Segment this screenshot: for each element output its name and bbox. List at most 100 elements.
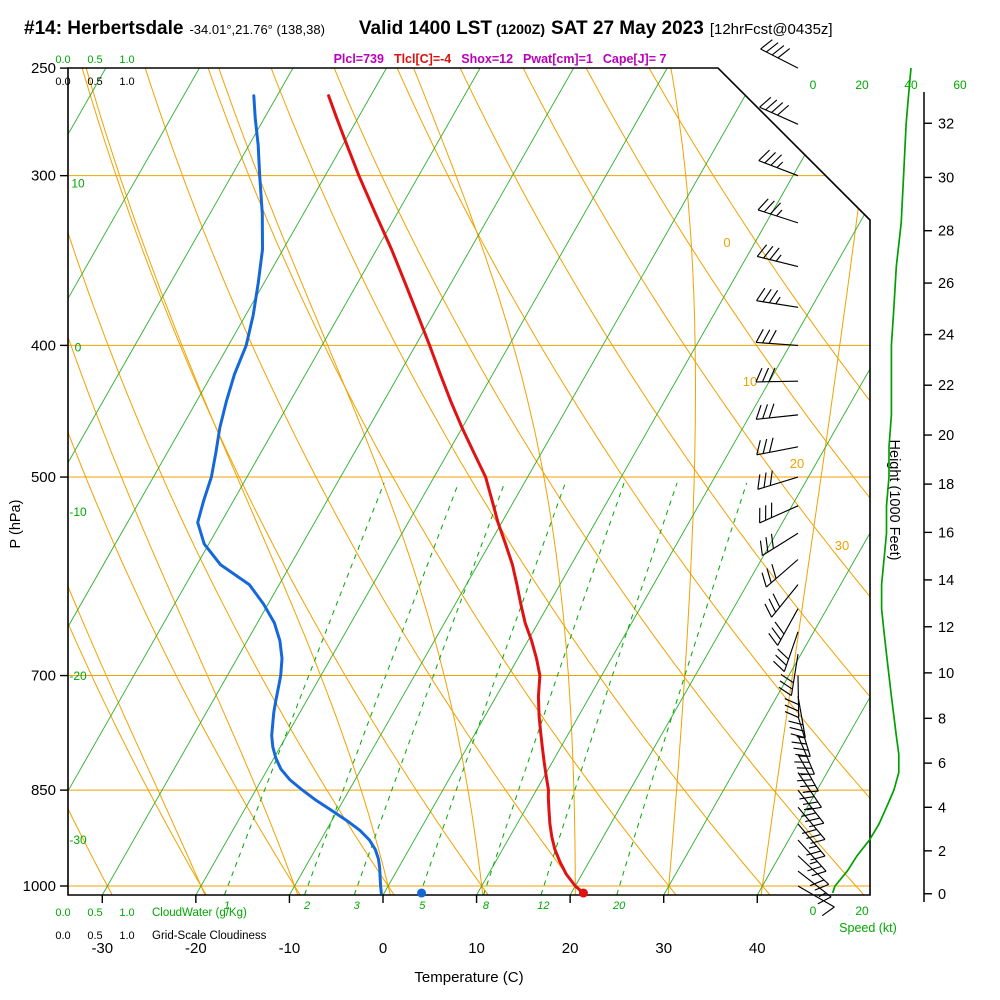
isotherm-label-left: -20	[69, 669, 87, 683]
mixing-ratio-label: 2	[303, 900, 310, 912]
valid-time: Valid 1400 LST	[358, 18, 492, 39]
isotherm-label-left: -10	[69, 505, 87, 519]
mixing-ratio-label: 5	[419, 900, 426, 912]
dry-adiabats	[68, 68, 870, 895]
temperature-curve	[327, 94, 585, 895]
cloudiness-scale-bottom: 0.5	[87, 930, 102, 942]
param-value: Plcl=739	[333, 52, 384, 66]
param-value: Cape[J]= 7	[602, 52, 667, 66]
temperature-tick-label: 10	[468, 940, 485, 957]
cloudiness-scale-top: 0.0	[55, 76, 70, 88]
height-tick-label: 10	[938, 666, 954, 682]
cloudwater-scale-bottom: 0.0	[55, 907, 70, 919]
pressure-tick-label: 400	[31, 337, 56, 354]
cloudiness-scale-bottom: 0.0	[55, 930, 70, 942]
mixing-ratio-label: 12	[537, 900, 549, 912]
height-tick-label: 4	[938, 800, 946, 816]
isotherms	[68, 68, 870, 895]
pressure-tick-label: 1000	[23, 878, 56, 895]
pressure-axis-title: P (hPa)	[8, 500, 24, 549]
moist-adiabats	[68, 68, 870, 895]
station-coords: -34.01°,21.76° (138,38)	[189, 22, 325, 37]
height-tick-label: 24	[938, 328, 954, 344]
speed-scale-top: 40	[904, 78, 918, 92]
plot-frame	[67, 67, 871, 896]
valid-zulu: (1200Z)	[495, 21, 546, 37]
pressure-tick-label: 250	[31, 60, 56, 77]
isotherm-label-left: -30	[69, 833, 87, 847]
mixing-ratio-label: 8	[483, 900, 490, 912]
temperature-tick-label: 40	[749, 940, 766, 957]
mixing-ratio-label: 1	[224, 900, 230, 912]
speed-curve	[831, 68, 912, 894]
isobars	[68, 175, 870, 887]
cloudiness-label: Grid-Scale Cloudiness	[152, 930, 267, 942]
stability-params: Plcl=739 Tlcl[C]=-4 Shox=12 Pwat[cm]=1 Cape[…	[0, 52, 1000, 66]
height-tick-label: 18	[938, 477, 954, 493]
height-tick-label: 14	[938, 573, 954, 589]
speed-scale-bottom: 0	[810, 904, 817, 918]
cloudwater-label: CloudWater (g/Kg)	[152, 907, 247, 919]
temperature-tick-label: -20	[185, 940, 207, 957]
mixing-ratio-label: 3	[354, 900, 361, 912]
height-tick-label: 2	[938, 844, 946, 860]
speed-scale-top: 20	[855, 78, 869, 92]
surface-temperature-marker	[578, 888, 588, 898]
pressure-tick-label: 300	[31, 168, 56, 185]
speed-scale-bottom: 20	[855, 904, 869, 918]
cloudiness-scale-top: 1.0	[119, 76, 134, 88]
height-tick-label: 0	[938, 887, 946, 903]
wind-barbs	[755, 39, 835, 917]
cloudiness-scale-bottom: 1.0	[119, 930, 134, 942]
pressure-tick-label: 700	[31, 668, 56, 685]
speed-scale-top: 60	[953, 78, 967, 92]
sounding-curves	[196, 94, 585, 895]
height-tick-label: 30	[938, 170, 954, 186]
param-value: Pwat[cm]=1	[523, 52, 593, 66]
station-title: #14: Herbertsdale	[24, 18, 184, 39]
cloudiness-scale-top: 0.5	[87, 76, 102, 88]
mixing-ratio-lines	[224, 482, 748, 895]
pressure-tick-label: 850	[31, 782, 56, 799]
height-tick-label: 22	[938, 378, 954, 394]
temperature-tick-label: 30	[655, 940, 672, 957]
temperature-tick-label: -30	[91, 940, 113, 957]
isotherm-label-right: 20	[790, 456, 804, 471]
isotherm-label-left: 10	[71, 176, 85, 190]
grid	[68, 68, 870, 895]
cloudwater-scale-top: 0.0	[55, 54, 70, 66]
speed-axis-title: Speed (kt)	[839, 921, 897, 935]
forecast-tag: [12hrFcst@0435z]	[709, 21, 833, 38]
isotherm-label-right: 30	[835, 538, 849, 553]
cloudwater-scale-top: 0.5	[87, 54, 102, 66]
height-tick-label: 12	[938, 620, 954, 636]
speed-scale-top: 0	[810, 78, 817, 92]
header-bar: #14: Herbertsdale -34.01°,21.76° (138,38)…	[24, 18, 984, 40]
cloudwater-scale-bottom: 1.0	[119, 907, 134, 919]
cloudwater-scale-bottom: 0.5	[87, 907, 102, 919]
height-tick-label: 16	[938, 525, 954, 541]
dewpoint-curve	[196, 94, 383, 895]
mixing-ratio-label: 20	[612, 900, 626, 912]
height-tick-label: 32	[938, 116, 954, 132]
valid-date: SAT 27 May 2023	[551, 18, 704, 39]
param-value: Shox=12	[461, 52, 514, 66]
surface-dewpoint-marker	[417, 888, 427, 898]
param-value: Tlcl[C]=-4	[393, 52, 452, 66]
pressure-tick-label: 500	[31, 469, 56, 486]
temperature-tick-label: 20	[562, 940, 579, 957]
temperature-tick-label: 0	[379, 940, 387, 957]
cloudwater-scale-top: 1.0	[119, 54, 134, 66]
temperature-axis-title: Temperature (C)	[414, 969, 523, 986]
isotherm-label-right: 0	[723, 235, 730, 250]
height-tick-label: 28	[938, 224, 954, 240]
isotherm-label-right: 10	[743, 374, 757, 389]
height-axis-title: Height (1000 Feet)	[886, 440, 902, 561]
isotherm-label-left: 0	[75, 341, 82, 355]
temperature-tick-label: -10	[279, 940, 301, 957]
